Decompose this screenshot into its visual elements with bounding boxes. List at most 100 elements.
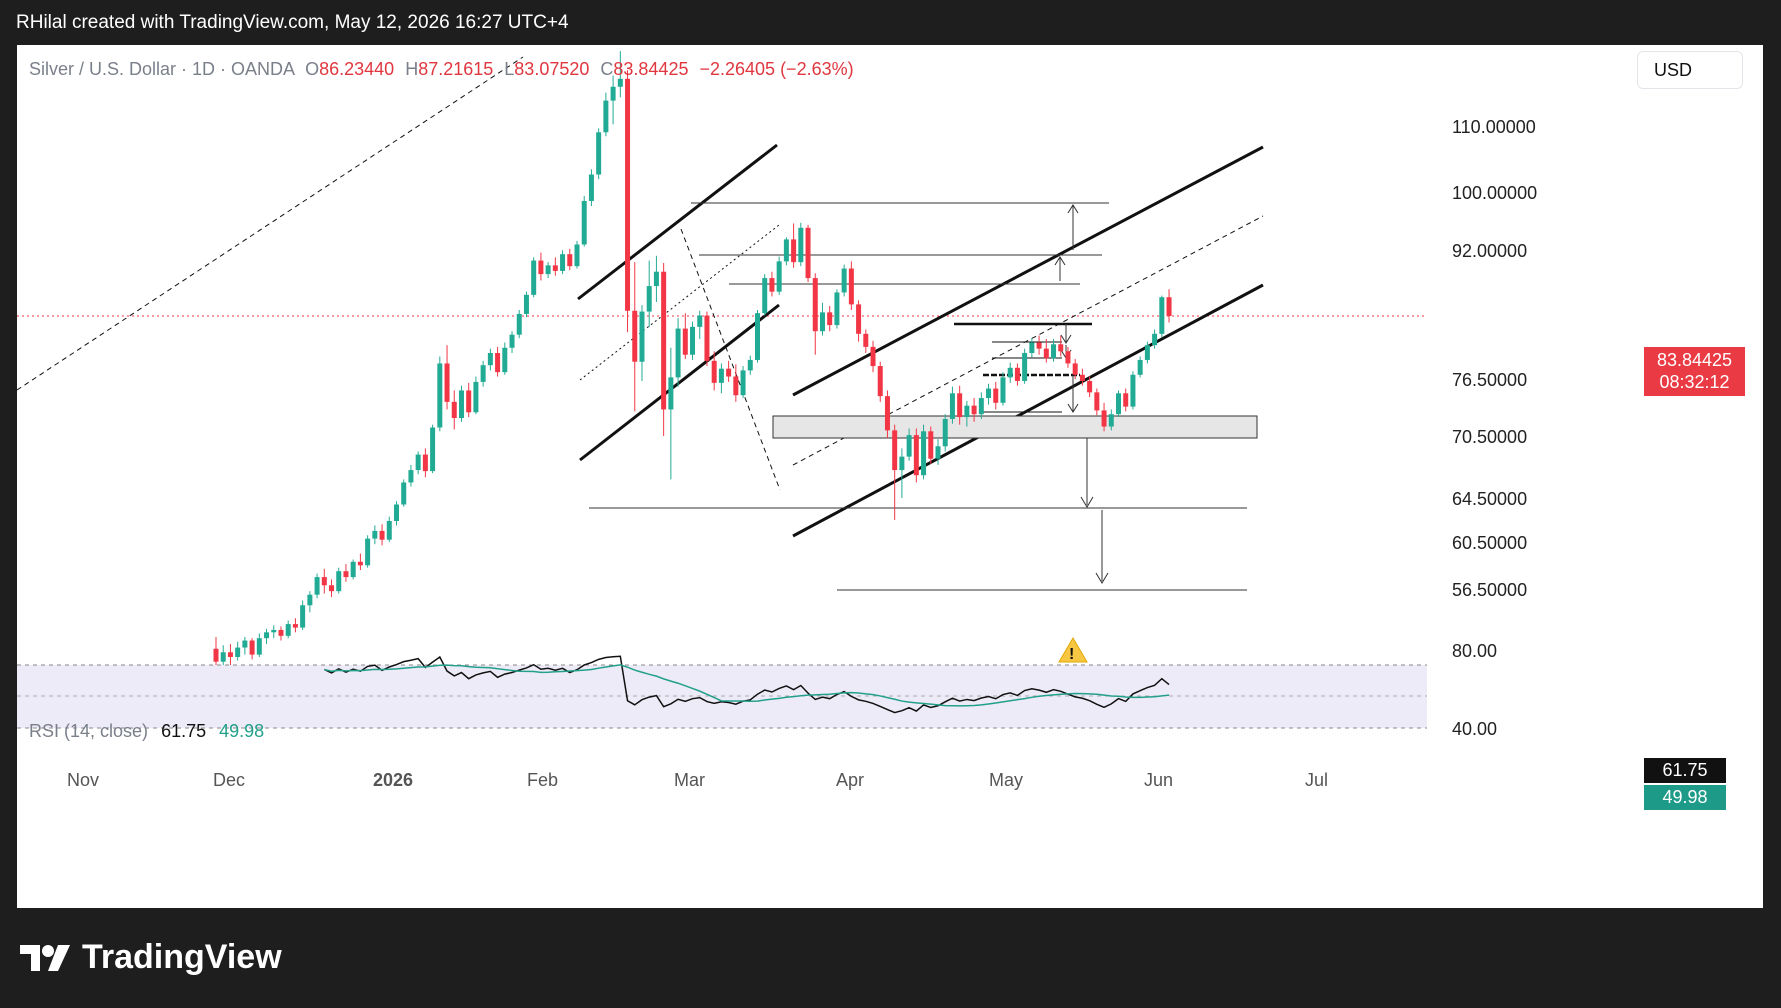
candle-body [617,78,623,87]
last-price-value: 83.84425 [1656,350,1733,370]
candle-body [877,366,883,397]
candle-body [314,577,320,595]
time-tick-label: Apr [836,770,864,790]
candle-body [1108,414,1114,427]
candle-body [350,561,356,578]
candle-body [1022,352,1028,381]
candle-body [271,629,277,633]
price-tick-label: 76.50000 [1452,370,1527,390]
candle-body [596,132,602,175]
candle-body [653,271,659,287]
rsi-value: 61.75 [161,721,207,741]
candle-body [971,405,977,415]
candle-body [682,328,688,355]
price-tick-label: 56.50000 [1452,580,1527,600]
candle-body [1087,380,1093,393]
candle-body [235,647,241,657]
rsi-ma-badge: 49.98 [1644,785,1726,810]
candle-body [783,239,789,262]
candle-body [755,313,760,360]
rsi-ma-value: 49.98 [219,721,265,741]
candle-body [430,427,436,472]
candle-body [935,446,941,459]
price-tick-label: 100.00000 [1452,183,1537,203]
warning-icon: ! [1058,637,1088,663]
candle-body [690,326,696,355]
time-tick-label: Feb [527,770,558,790]
time-tick-label: Nov [67,770,99,790]
price-tick-label: 70.50000 [1452,427,1527,447]
price-tick-label: 60.50000 [1452,533,1527,553]
symbol-name: Silver / U.S. Dollar · 1D · OANDA [29,59,295,79]
rsi-ma-line [324,664,1170,707]
low-label: L [504,59,515,79]
channel-2-lower-line [792,283,1264,538]
currency-button[interactable]: USD [1637,51,1743,89]
candle-body [1051,344,1057,359]
candle-body [1166,297,1172,317]
candle-body [841,268,847,293]
candle-body [834,292,840,326]
candle-body [480,365,486,382]
open-value: 86.23440 [319,59,395,79]
chart-canvas[interactable]: 110.00000 100.00000 92.00000 76.50000 70.500… [17,45,1763,908]
candles-layer [213,51,1172,688]
candle-body [545,265,551,275]
candle-body [892,430,898,471]
candle-body [1144,345,1150,360]
candle-body [863,333,869,347]
candle-body [762,278,768,314]
candle-body [791,239,797,263]
candle-body [523,294,529,314]
candle-body [625,78,631,311]
candle-body [444,363,450,402]
channel-2-mid-line [792,215,1264,466]
candle-body [422,454,428,472]
price-tick-label: 92.00000 [1452,241,1527,261]
high-value: 87.21615 [418,59,494,79]
candle-body [567,254,573,267]
candle-body [776,261,782,292]
logo-text: TradingView [82,938,282,976]
candle-body [1123,393,1129,407]
candle-body [964,405,970,418]
candle-body [1043,348,1049,359]
candle-body [661,271,667,410]
price-tick-label: 64.50000 [1452,489,1527,509]
candle-body [336,571,342,592]
candle-body [278,629,284,636]
tradingview-logo-icon [20,944,70,971]
chart-panel[interactable]: 110.00000 100.00000 92.00000 76.50000 70.500… [17,45,1763,908]
measure-arrow-head-3 [1060,334,1072,344]
candle-body [870,346,876,367]
candle-body [769,278,775,292]
candle-body [415,454,421,471]
time-tick-label: Dec [213,770,245,790]
candle-body [343,571,349,578]
candle-body [704,315,710,361]
candle-body [921,431,927,476]
candle-body [264,632,270,639]
candle-body [675,328,681,378]
candle-body [249,640,255,655]
candle-body [913,435,919,476]
candle-body [307,594,313,606]
channel-1-mid-line [579,224,780,381]
candle-body [949,393,955,419]
candle-body [588,174,594,201]
candle-body [466,390,472,413]
high-label: H [405,59,419,79]
candle-body [1072,363,1078,375]
candle-body [509,334,515,348]
candle-body [1065,351,1071,364]
measure-arrow-head-5 [1067,403,1079,413]
candle-body [285,624,291,636]
candle-body [487,352,493,366]
candle-body [1152,333,1158,346]
last-price-badge: 83.84425 08:32:12 [1644,347,1745,396]
candle-body [726,368,732,377]
candle-body [437,363,443,428]
candle-body [1137,359,1143,375]
rsi-upper-label: 80.00 [1452,641,1497,661]
candle-body [805,227,811,279]
